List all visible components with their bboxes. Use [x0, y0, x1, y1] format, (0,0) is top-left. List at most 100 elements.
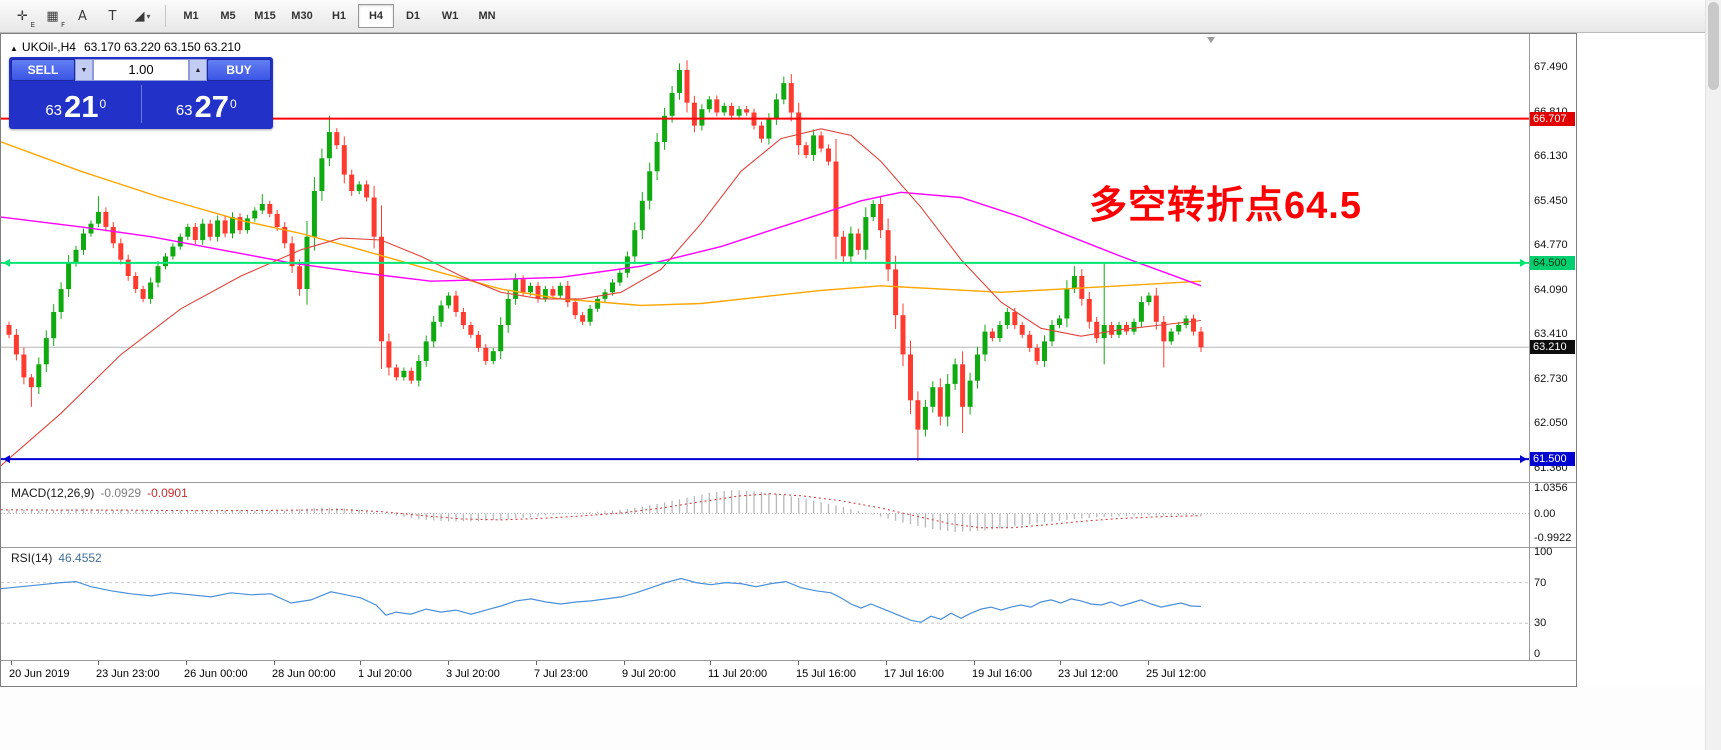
timeframe-button-w1[interactable]: W1	[441, 10, 459, 22]
time-axis-tick	[536, 661, 537, 665]
text-label-icon[interactable]: A	[78, 8, 87, 24]
price-axis-label: 64.090	[1534, 284, 1568, 296]
toolbar-separator	[165, 5, 166, 27]
fast-ma	[1, 128, 1202, 467]
buy-price-sup: 0	[229, 97, 237, 111]
price-axis-label: 63.410	[1534, 328, 1568, 340]
rsi-title: RSI(14)	[11, 551, 53, 565]
slow-ma	[1, 141, 1202, 307]
sell-button[interactable]: SELL	[11, 59, 75, 81]
one-click-trade-panel: SELL ▼ 1.00 ▲ BUY 63 21 0 63 27 0	[9, 57, 273, 129]
time-axis-tick	[360, 661, 361, 665]
macd-signal-value: -0.0901	[147, 486, 188, 500]
crosshair-icon[interactable]: ✛ E	[17, 8, 35, 30]
time-axis-label: 1 Jul 20:00	[358, 668, 412, 680]
current-price-badge: 63.210	[1530, 340, 1575, 354]
rsi-axis-label: 30	[1534, 617, 1547, 629]
time-axis-tick	[1060, 661, 1061, 665]
macd-indicator-panel[interactable]	[1, 483, 1529, 547]
time-axis-tick	[1148, 661, 1149, 665]
chart-window: ▲ UKOil-,H4 63.170 63.220 63.150 63.210 SE…	[0, 33, 1577, 687]
time-axis-label: 11 Jul 20:00	[708, 668, 768, 680]
price-axis-label: 67.490	[1534, 61, 1568, 73]
timeframe-button-m5[interactable]: M5	[220, 10, 236, 22]
timeframe-button-mn[interactable]: MN	[478, 10, 496, 22]
buy-price[interactable]: 63 27 0	[142, 81, 272, 127]
price-badge-66.707: 66.707	[1530, 112, 1575, 126]
timeframe-button-h1[interactable]: H1	[331, 10, 347, 22]
sell-price-big: 21	[64, 89, 99, 124]
price-axis-label: 65.450	[1534, 195, 1568, 207]
time-axis-tick	[624, 661, 625, 665]
symbol-period-text: UKOil-,H4	[21, 40, 76, 54]
support-line-left-arrow-icon	[3, 455, 10, 464]
right-gutter	[1578, 33, 1721, 687]
panel-separator[interactable]	[1, 547, 1576, 548]
time-axis-tick	[886, 661, 887, 665]
pivot-line-left-arrow-icon	[3, 258, 10, 267]
top-toolbar: ✛ E ▦ F A T ◢ ▾ M1 M5 M15 M30 H1 H4 D1 W1 MN	[0, 0, 1721, 33]
time-axis-tick	[710, 661, 711, 665]
panel-separator[interactable]	[1, 482, 1576, 483]
time-axis-tick	[11, 661, 12, 665]
time-axis-tick	[274, 661, 275, 665]
drawing-tools-group: ✛ E ▦ F A T ◢ ▾	[8, 3, 158, 30]
pivot-line-right-arrow-icon	[1520, 258, 1527, 267]
time-axis-label: 25 Jul 12:00	[1146, 668, 1206, 680]
time-axis-label: 20 Jun 2019	[9, 668, 70, 680]
shapes-icon[interactable]: ◢ ▾	[134, 8, 151, 24]
support-line-right-arrow-icon	[1520, 455, 1527, 464]
time-axis-tick	[98, 661, 99, 665]
candlestick-series	[6, 60, 1204, 462]
timeframe-button-m15[interactable]: M15	[254, 10, 276, 22]
time-axis-tick	[448, 661, 449, 665]
lot-decrement-button[interactable]: ▼	[75, 59, 93, 81]
time-axis-label: 17 Jul 16:00	[884, 668, 944, 680]
price-badge-61.500: 61.500	[1530, 452, 1575, 466]
vertical-scrollbar[interactable]	[1705, 0, 1721, 750]
medium-ma	[1, 191, 1202, 287]
time-axis[interactable]: 20 Jun 2019 23 Jun 23:00 26 Jun 00:00 28 Ju…	[1, 661, 1578, 687]
time-scale-separator	[1, 660, 1576, 661]
rsi-indicator-panel[interactable]	[1, 548, 1529, 660]
rsi-value: 46.4552	[58, 551, 102, 565]
price-axis-label: 66.130	[1534, 150, 1568, 162]
grid-icon[interactable]: ▦ F	[46, 8, 65, 30]
macd-main-value: -0.0929	[100, 486, 142, 500]
buy-button[interactable]: BUY	[207, 59, 271, 81]
symbol-ohlc-label: ▲ UKOil-,H4 63.170 63.220 63.150 63.210	[10, 40, 241, 54]
price-axis-label: 62.730	[1534, 373, 1568, 385]
annotation-text[interactable]: 多空转折点64.5	[1089, 185, 1362, 227]
time-axis-label: 15 Jul 16:00	[796, 668, 856, 680]
price-axis[interactable]: 67.49066.81066.13065.45064.77064.09063.4…	[1530, 34, 1577, 660]
time-axis-tick	[798, 661, 799, 665]
timeframe-group: M1 M5 M15 M30 H1 H4 D1 W1 MN	[173, 4, 506, 28]
price-badge-64.500: 64.500	[1530, 256, 1575, 270]
time-axis-label: 19 Jul 16:00	[972, 668, 1032, 680]
ohlc-values: 63.170 63.220 63.150 63.210	[83, 40, 241, 54]
text-box-icon[interactable]: T	[108, 8, 117, 24]
rsi-axis-label: 70	[1534, 577, 1547, 589]
buy-price-prefix: 63	[175, 101, 193, 119]
sell-price[interactable]: 63 21 0	[11, 81, 141, 127]
time-axis-label: 23 Jul 12:00	[1058, 668, 1118, 680]
rsi-line	[1, 577, 1202, 623]
timeframe-button-m30[interactable]: M30	[291, 10, 313, 22]
macd-axis-label: -0.9922	[1534, 532, 1572, 544]
chart-shift-marker-icon	[1207, 37, 1215, 43]
time-axis-tick	[974, 661, 975, 665]
lot-size-input[interactable]: 1.00	[93, 59, 189, 81]
time-axis-label: 26 Jun 00:00	[184, 668, 248, 680]
sell-price-sup: 0	[99, 97, 107, 111]
time-axis-tick	[186, 661, 187, 665]
scrollbar-thumb[interactable]	[1708, 2, 1719, 90]
price-axis-label: 64.770	[1534, 239, 1568, 251]
timeframe-button-h4[interactable]: H4	[358, 4, 394, 28]
panel-collapse-icon[interactable]: ▲	[10, 44, 18, 53]
main-price-chart[interactable]	[1, 34, 1529, 482]
timeframe-button-m1[interactable]: M1	[183, 10, 199, 22]
lot-increment-button[interactable]: ▲	[189, 59, 207, 81]
time-axis-label: 23 Jun 23:00	[96, 668, 160, 680]
timeframe-button-d1[interactable]: D1	[405, 10, 421, 22]
macd-title: MACD(12,26,9)	[11, 486, 95, 500]
